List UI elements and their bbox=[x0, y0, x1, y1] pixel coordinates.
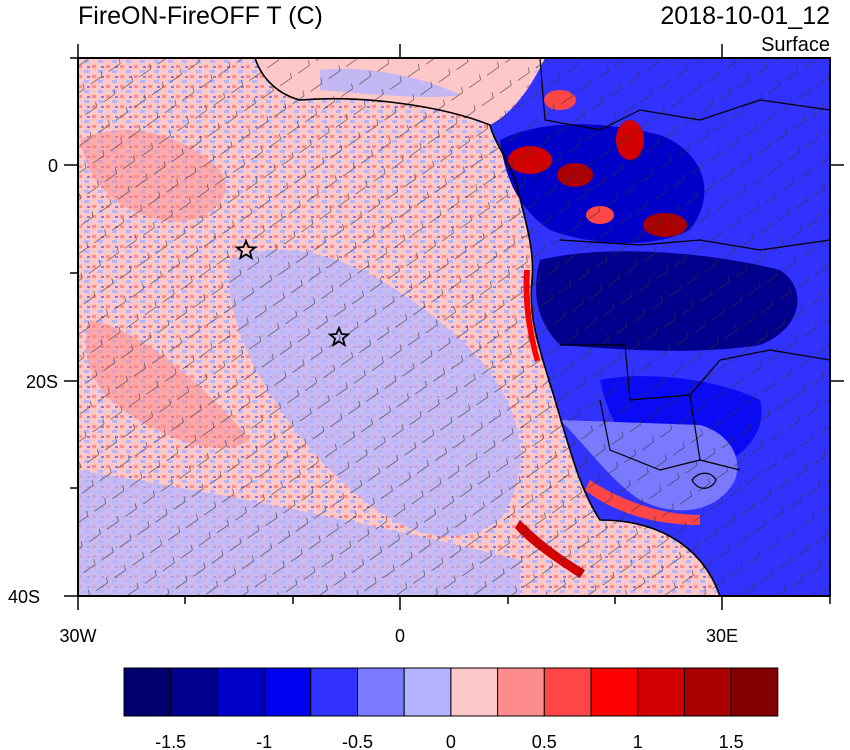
axis-ticks bbox=[64, 44, 844, 610]
colorbar-label: -1 bbox=[256, 732, 272, 750]
lesotho-border bbox=[691, 472, 717, 489]
coastline bbox=[254, 58, 721, 596]
colorbar-label: 0.5 bbox=[532, 732, 557, 750]
y-tick-label-0: 0 bbox=[48, 156, 58, 176]
colorbar-swatch bbox=[450, 667, 499, 717]
colorbar-swatch bbox=[637, 667, 685, 717]
colorbar-label: 1.5 bbox=[719, 732, 744, 750]
country-borders bbox=[539, 58, 830, 471]
colorbar-swatch bbox=[357, 667, 405, 717]
colorbar-swatch bbox=[683, 667, 732, 717]
colorbar-label: -0.5 bbox=[342, 732, 373, 750]
x-tick-label-0: 0 bbox=[395, 626, 405, 646]
x-tick-label-30e: 30E bbox=[706, 626, 738, 646]
colorbar-label: -1.5 bbox=[155, 732, 186, 750]
colorbar-label: 1 bbox=[633, 732, 643, 750]
colorbar-swatch bbox=[543, 667, 592, 717]
colorbar-swatch bbox=[216, 667, 265, 717]
colorbar-swatch bbox=[170, 667, 218, 717]
x-tick-label-30w: 30W bbox=[59, 626, 96, 646]
map-title: FireON-FireOFF T (C) bbox=[78, 2, 323, 30]
colorbar-swatch bbox=[263, 667, 312, 717]
y-tick-label-40s: 40S bbox=[8, 587, 40, 607]
colorbar-swatch bbox=[403, 667, 452, 717]
colorbar-swatch bbox=[730, 667, 779, 717]
y-tick-label-20s: 20S bbox=[26, 372, 58, 392]
wind-barbs bbox=[78, 58, 830, 596]
colorbar-swatch bbox=[497, 667, 545, 717]
star-marker-2 bbox=[327, 325, 351, 347]
colorbar-swatch bbox=[123, 667, 172, 717]
map-datetime: 2018-10-01_12 bbox=[660, 2, 830, 30]
star-marker-1 bbox=[234, 238, 258, 260]
colorbar-swatch bbox=[590, 667, 639, 717]
colorbar-swatch bbox=[310, 667, 358, 717]
colorbar-label: 0 bbox=[446, 732, 456, 750]
map-level: Surface bbox=[761, 34, 830, 56]
map-plot-area bbox=[78, 58, 830, 596]
map-frame bbox=[77, 57, 831, 597]
colorbar: -1.5 -1 -0.5 0 0.5 1 1.5 bbox=[123, 667, 779, 750]
